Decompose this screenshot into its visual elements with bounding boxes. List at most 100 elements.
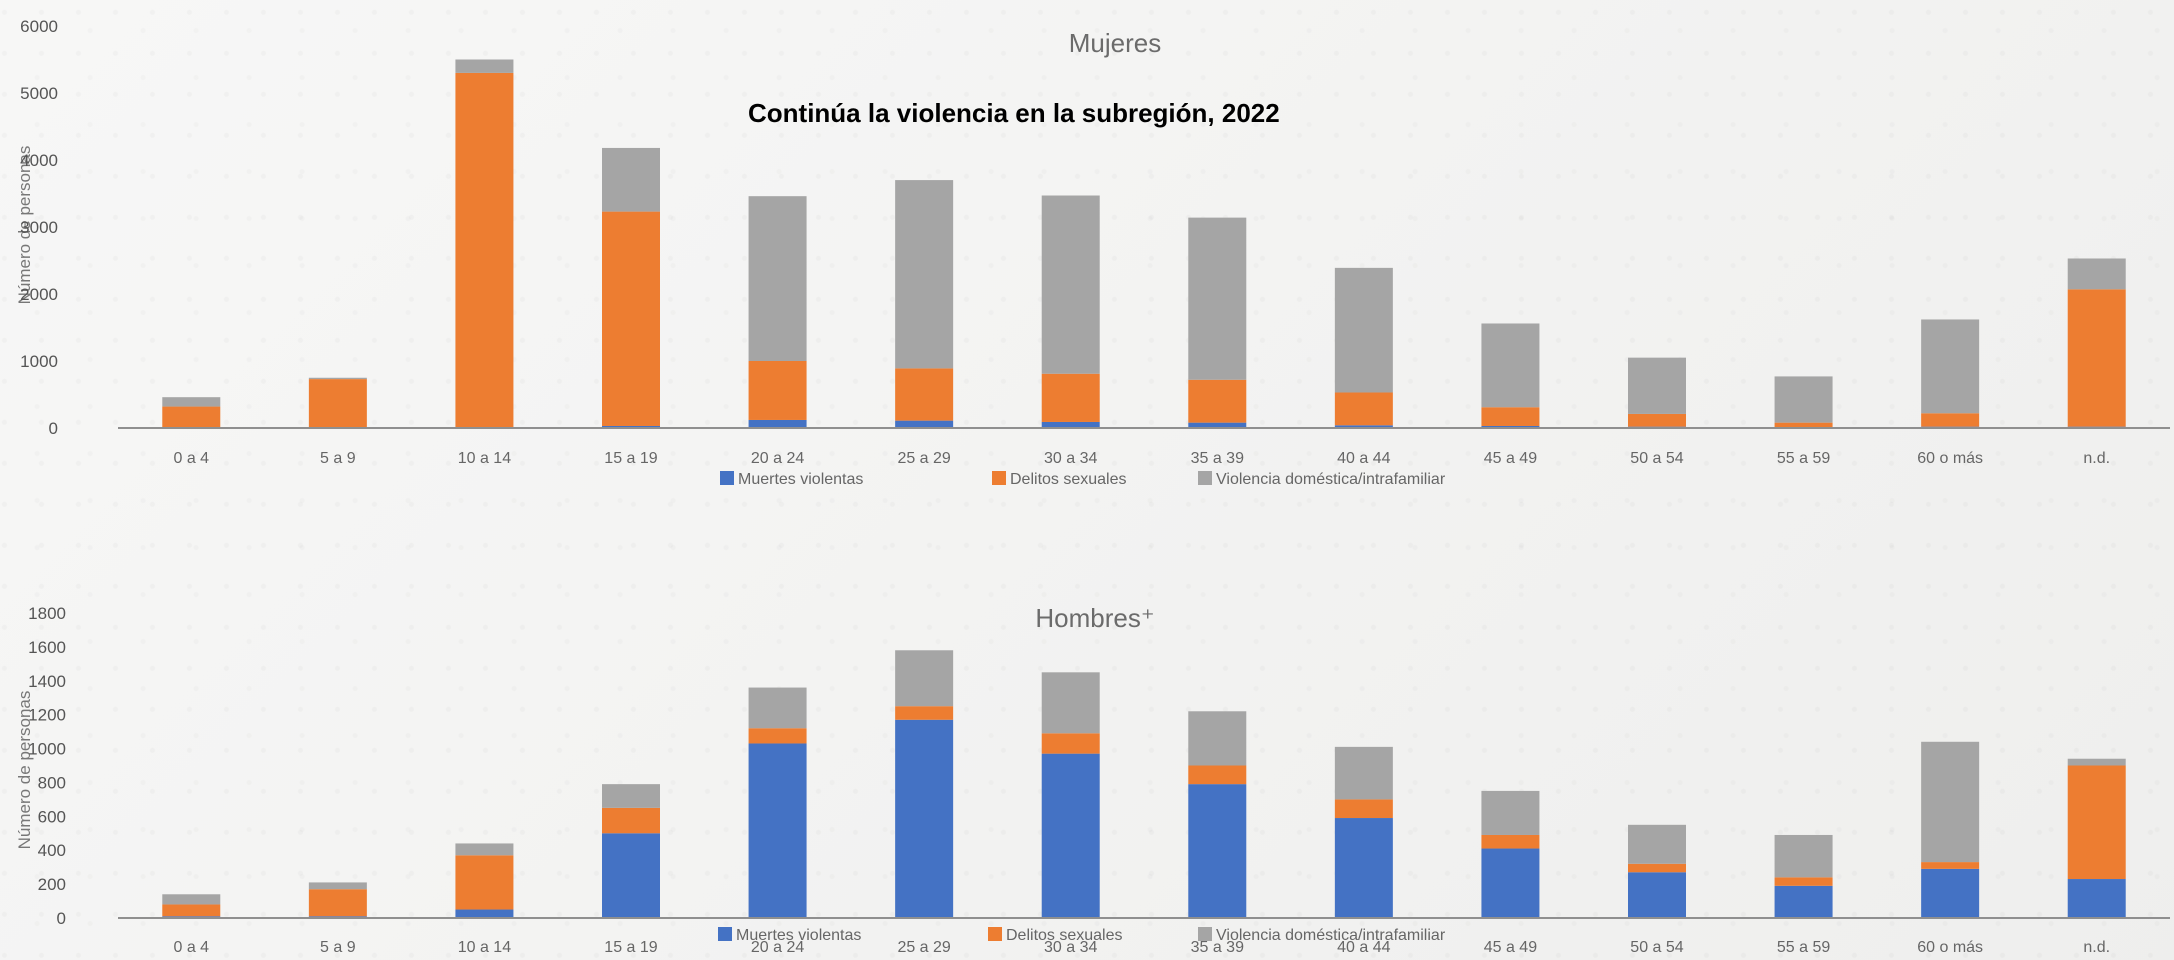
chart-title: Hombres⁺ [1035, 603, 1154, 633]
bar-segment [1628, 872, 1686, 918]
x-tick-label: 35 a 39 [1191, 939, 1244, 956]
bar-segment [162, 904, 221, 917]
bar-segment [1774, 834, 1833, 878]
y-tick-label: 5000 [20, 84, 58, 103]
y-tick-label: 1000 [28, 740, 66, 759]
x-tick-label: 50 a 54 [1630, 939, 1683, 956]
bar-segment [1041, 733, 1100, 754]
bar-segment [748, 361, 807, 420]
x-tick-label: 45 a 49 [1484, 939, 1537, 956]
bar-segment [1188, 422, 1247, 428]
x-tick-label: 0 a 4 [173, 450, 209, 467]
bar-segment [748, 687, 807, 729]
bar-segment [602, 425, 660, 428]
x-tick-label: 20 a 24 [751, 939, 804, 956]
x-tick-label: 40 a 44 [1337, 450, 1390, 467]
main-title: Continúa la violencia en la subregión, 2… [748, 98, 1280, 128]
y-tick-label: 1200 [28, 706, 66, 725]
y-tick-label: 1800 [28, 604, 66, 623]
x-tick-label: 60 o más [1917, 939, 1983, 956]
x-tick-label: 30 a 34 [1044, 939, 1097, 956]
bar-segment [455, 855, 514, 910]
legend-label: Delitos sexuales [1006, 927, 1123, 944]
bar-segment [1041, 672, 1100, 734]
bar-segment [602, 211, 660, 426]
bar-segment [1334, 746, 1393, 800]
bar-segment [748, 728, 807, 744]
bar-segment [1481, 323, 1540, 408]
bar-segment [1481, 834, 1540, 849]
bar-segment [1628, 413, 1686, 427]
legend-swatch [720, 471, 734, 485]
bar-segment [1188, 784, 1247, 918]
x-tick-label: n.d. [2083, 450, 2110, 467]
bar-segment [895, 719, 954, 918]
x-tick-label: 45 a 49 [1484, 450, 1537, 467]
legend-label: Violencia doméstica/intrafamiliar [1216, 471, 1446, 488]
x-tick-label: 50 a 54 [1630, 450, 1683, 467]
chart-hombres: Hombres⁺ Número de personas 0 200 400 600 800 1… [15, 603, 2170, 956]
y-axis-label: Número de personas [15, 691, 34, 850]
bar-segment [2067, 758, 2126, 766]
legend-label: Delitos sexuales [1010, 471, 1127, 488]
bar-segment [602, 807, 660, 834]
bar-segment [602, 147, 660, 212]
x-tick-label: 10 a 14 [458, 939, 511, 956]
bar-segment [1481, 848, 1540, 918]
bar-segment [162, 894, 221, 905]
y-tick-label: 1600 [28, 638, 66, 657]
x-tick-label: 25 a 29 [897, 939, 950, 956]
bar-segment [2067, 289, 2126, 427]
bar-segment [308, 379, 367, 428]
bar-segment [895, 420, 954, 428]
bar-segment [1041, 421, 1100, 428]
y-tick-label: 4000 [20, 151, 58, 170]
legend-swatch [992, 471, 1006, 485]
bar-segment [162, 406, 221, 428]
bar-segment [1921, 741, 1980, 863]
bar-segment [455, 843, 514, 856]
bar-segment [2067, 879, 2126, 918]
y-tick-label: 1400 [28, 672, 66, 691]
bar-segment [1628, 824, 1686, 864]
bar-segment [1041, 195, 1100, 374]
bar-segment [308, 889, 367, 917]
bar-segment [308, 882, 367, 890]
legend-label: Muertes violentas [736, 927, 861, 944]
bar-segment [455, 909, 514, 918]
bar-segment [1041, 753, 1100, 918]
bar-segment [1334, 425, 1393, 428]
x-tick-label: 5 a 9 [320, 939, 356, 956]
bar-segment [1774, 422, 1833, 428]
bar-segment [1188, 379, 1247, 423]
x-tick-label: 15 a 19 [604, 939, 657, 956]
x-tick-label: 20 a 24 [751, 450, 804, 467]
bar-segment [1774, 885, 1833, 918]
y-tick-label: 0 [57, 909, 66, 928]
bar-segment [1481, 407, 1540, 426]
bar-segment [1334, 267, 1393, 393]
x-tick-label: 60 o más [1917, 450, 1983, 467]
bar-segment [1628, 357, 1686, 414]
bar-segment [1481, 425, 1540, 428]
x-tick-label: 55 a 59 [1777, 450, 1830, 467]
x-tick-label: 25 a 29 [897, 450, 950, 467]
chart-title: Mujeres [1069, 28, 1161, 58]
legend-swatch [718, 927, 732, 941]
x-tick-label: 15 a 19 [604, 450, 657, 467]
bar-segment [1334, 799, 1393, 819]
bar-segment [308, 377, 367, 380]
y-tick-label: 1000 [20, 352, 58, 371]
bar-segment [1481, 790, 1540, 835]
bar-segment [1188, 217, 1247, 380]
x-tick-label: 5 a 9 [320, 450, 356, 467]
x-tick-label: 40 a 44 [1337, 939, 1390, 956]
y-tick-label: 3000 [20, 218, 58, 237]
bar-segment [455, 59, 514, 73]
y-tick-label: 2000 [20, 285, 58, 304]
bar-segment [1921, 868, 1980, 918]
bar-segment [748, 196, 807, 361]
bar-segment [1628, 863, 1686, 873]
legend-swatch [1198, 927, 1212, 941]
